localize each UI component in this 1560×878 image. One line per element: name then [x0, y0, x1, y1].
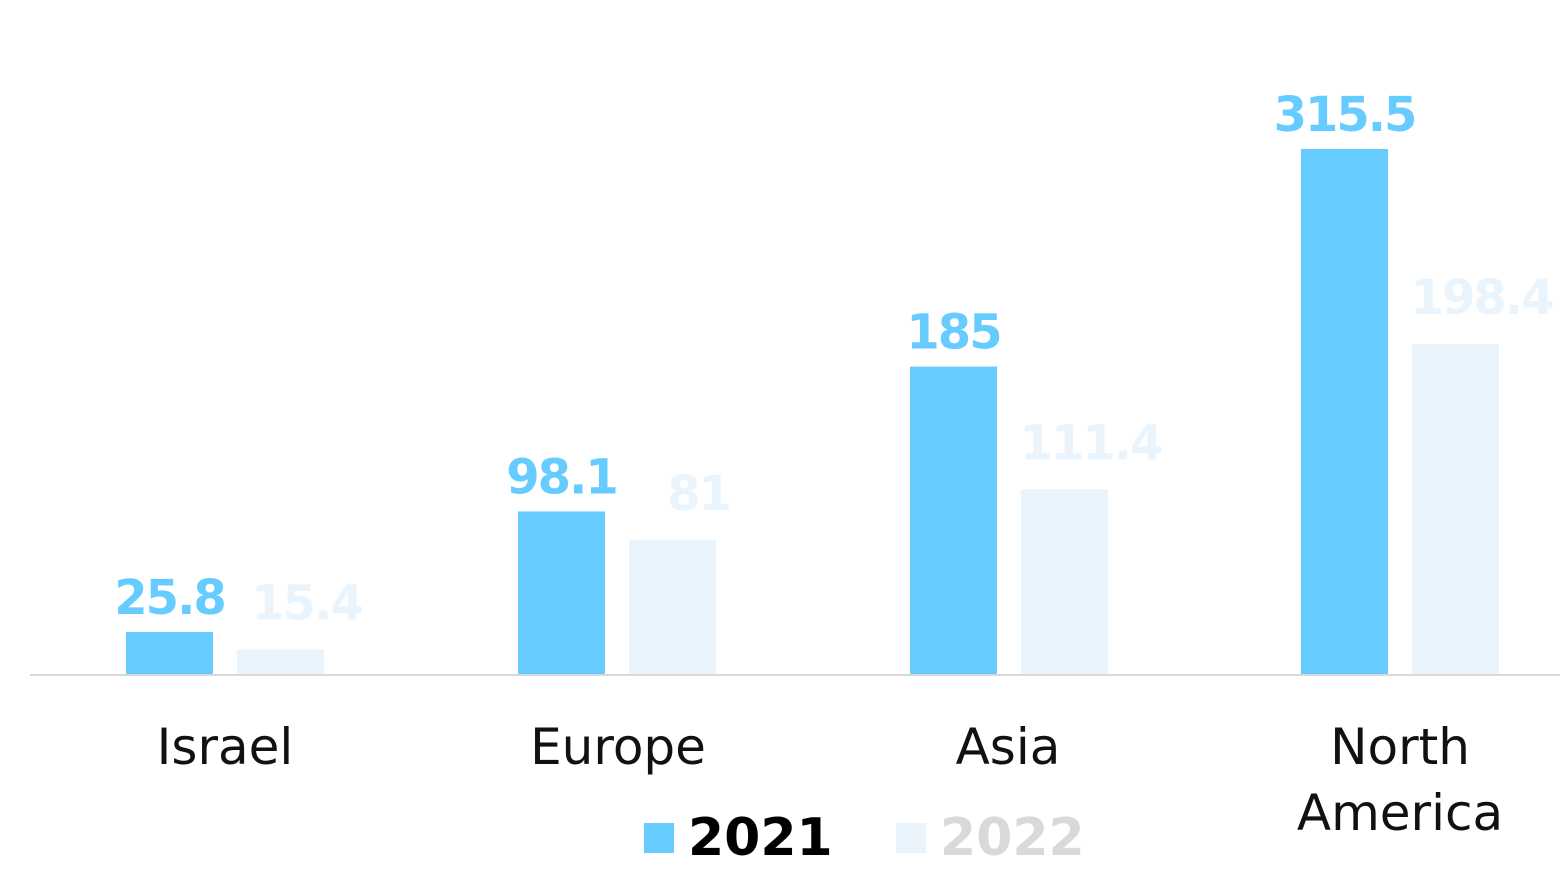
data-label: 15.4 — [251, 575, 362, 631]
data-label: 185 — [906, 305, 1000, 361]
data-label: 25.8 — [114, 570, 224, 626]
bar-2021-north-america — [1301, 149, 1388, 675]
data-label: 315.5 — [1274, 87, 1416, 143]
legend-swatch-2022 — [896, 823, 926, 853]
category-label: Europe — [530, 718, 706, 776]
data-label: 98.1 — [506, 449, 616, 505]
legend: 2021 2022 — [644, 808, 1085, 868]
bar-2021-israel — [126, 631, 213, 675]
bar-2022-israel — [237, 649, 324, 675]
bar-2022-asia — [1021, 489, 1108, 675]
legend-label-2021: 2021 — [688, 808, 833, 868]
category-label: America — [1297, 784, 1503, 842]
category-labels: Israel Europe Asia North America — [157, 718, 1503, 842]
legend-swatch-2021 — [644, 823, 674, 853]
bars-layer: 25.8 98.1 185 315.5 15.4 81 111.4 198.4 — [114, 87, 1555, 675]
category-label: North — [1330, 718, 1470, 776]
bar-2022-north-america — [1412, 344, 1499, 675]
category-label: Asia — [956, 718, 1061, 776]
legend-label-2022: 2022 — [940, 808, 1085, 868]
category-label: Israel — [157, 718, 294, 776]
data-label: 198.4 — [1411, 270, 1553, 326]
bar-2021-asia — [910, 366, 997, 675]
data-label: 111.4 — [1020, 415, 1162, 471]
data-label: 81 — [667, 466, 730, 522]
bar-2021-europe — [518, 511, 605, 675]
bar-2022-europe — [629, 539, 716, 675]
